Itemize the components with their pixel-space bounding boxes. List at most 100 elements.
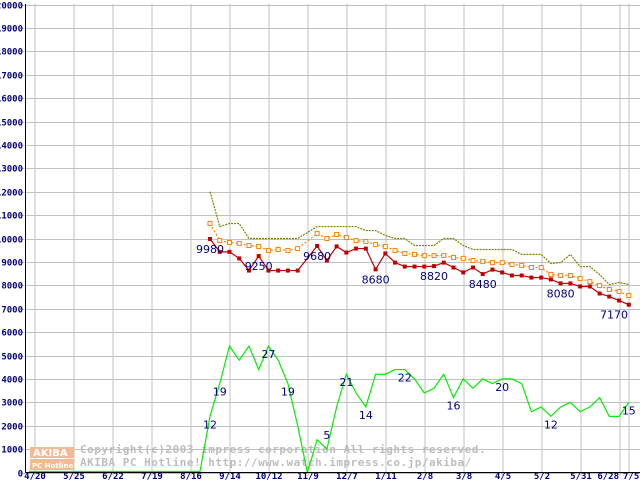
count-label: 27 bbox=[261, 348, 275, 361]
y-tick-label: 5000 bbox=[1, 353, 23, 363]
max-line bbox=[209, 191, 629, 286]
logo-top-text: AKIBA bbox=[33, 448, 68, 459]
min-marker bbox=[461, 270, 466, 275]
average-marker bbox=[470, 257, 476, 263]
min-marker bbox=[208, 236, 212, 241]
x-tick-label: 9/14 bbox=[219, 472, 241, 480]
min-marker bbox=[344, 250, 349, 255]
shop-count-line bbox=[209, 344, 630, 473]
average-marker bbox=[489, 260, 495, 266]
average-marker bbox=[499, 260, 505, 266]
y-tick-label: 1000 bbox=[1, 446, 23, 456]
price-label: 9680 bbox=[303, 250, 331, 263]
x-tick-label: 5/31 bbox=[570, 472, 592, 480]
average-marker bbox=[577, 276, 583, 282]
average-marker bbox=[226, 239, 232, 245]
count-label: 21 bbox=[339, 376, 353, 389]
min-marker bbox=[451, 265, 456, 270]
min-marker bbox=[373, 267, 378, 272]
x-tick-label: 6/22 bbox=[102, 472, 124, 480]
average-marker bbox=[402, 250, 408, 256]
x-tick-label: 1/11 bbox=[375, 472, 397, 480]
price-label: 8480 bbox=[469, 278, 497, 291]
y-tick-label: 17000 bbox=[0, 72, 23, 82]
min-marker bbox=[227, 249, 232, 254]
average-marker bbox=[343, 235, 349, 241]
min-marker bbox=[607, 294, 612, 299]
average-marker bbox=[480, 258, 486, 264]
min-marker bbox=[217, 249, 222, 254]
min-marker bbox=[432, 264, 437, 269]
y-tick-label: 9000 bbox=[1, 259, 23, 269]
average-marker bbox=[285, 247, 291, 253]
y-tick-label: 6000 bbox=[1, 329, 23, 339]
average-marker bbox=[246, 243, 252, 249]
y-tick-label: 0 bbox=[18, 470, 23, 480]
min-marker bbox=[276, 268, 281, 273]
logo-bottom-text: PC Hotline! bbox=[32, 462, 76, 470]
min-marker bbox=[324, 258, 329, 263]
y-tick-label: 7000 bbox=[1, 306, 23, 316]
y-tick-label: 13000 bbox=[0, 165, 23, 175]
average-marker bbox=[441, 253, 447, 259]
y-tick-label: 3000 bbox=[1, 399, 23, 409]
min-marker bbox=[422, 264, 427, 269]
x-tick-label: 3/8 bbox=[456, 472, 472, 480]
min-marker bbox=[412, 264, 417, 269]
min-marker bbox=[539, 275, 544, 280]
min-marker bbox=[285, 268, 290, 273]
y-axis-ticks: 0 1000 2000 3000 4000 5000 6000 7000 8000 9000 100… bbox=[0, 2, 23, 480]
min-marker bbox=[500, 270, 505, 275]
x-tick-label: 12/7 bbox=[336, 472, 358, 480]
y-tick-label: 2000 bbox=[1, 423, 23, 433]
average-marker bbox=[460, 255, 466, 261]
min-marker bbox=[237, 256, 242, 261]
x-tick-label: 2/8 bbox=[417, 472, 433, 480]
data-labels: 9980 9250 9680 8680 8820 8480 8080 7170 12 19 27 19… bbox=[196, 243, 636, 442]
x-tick-label: 7/19 bbox=[141, 472, 163, 480]
shop-count-segment bbox=[199, 416, 211, 472]
count-label: 12 bbox=[544, 418, 558, 431]
average-marker bbox=[275, 246, 281, 252]
count-label: 5 bbox=[323, 429, 330, 442]
logo-bottom-box bbox=[30, 459, 74, 470]
min-marker bbox=[354, 246, 359, 251]
average-marker bbox=[256, 243, 262, 249]
y-tick-label: 19000 bbox=[0, 25, 23, 35]
y-tick-label: 15000 bbox=[0, 119, 23, 129]
average-marker bbox=[558, 272, 564, 278]
average-marker bbox=[548, 272, 554, 278]
logo-top-box bbox=[30, 447, 74, 458]
average-marker bbox=[567, 272, 573, 278]
y-tick-label: 16000 bbox=[0, 95, 23, 105]
average-marker bbox=[382, 243, 388, 249]
min-marker bbox=[587, 284, 592, 289]
count-label: 14 bbox=[359, 409, 373, 422]
average-marker bbox=[324, 236, 330, 241]
min-marker bbox=[617, 298, 622, 303]
average-marker bbox=[217, 238, 223, 244]
average-marker bbox=[451, 254, 456, 260]
count-label: 20 bbox=[495, 381, 509, 394]
watermark: AKIBA PC Hotline! Copyright(c)2003 impre… bbox=[30, 443, 486, 470]
y-tick-label: 4000 bbox=[1, 376, 23, 386]
average-marker bbox=[392, 247, 398, 253]
count-label: 22 bbox=[398, 372, 412, 385]
min-marker bbox=[578, 284, 583, 289]
min-marker bbox=[568, 281, 573, 286]
min-marker bbox=[266, 268, 271, 273]
min-marker bbox=[519, 273, 524, 278]
count-label: 19 bbox=[281, 386, 295, 399]
y-tick-label: 8000 bbox=[1, 282, 23, 292]
min-marker bbox=[363, 246, 368, 251]
average-marker bbox=[509, 261, 515, 267]
average-marker bbox=[207, 221, 213, 227]
average-marker bbox=[587, 279, 593, 285]
average-marker bbox=[314, 231, 320, 237]
price-label: 8080 bbox=[547, 287, 575, 300]
x-tick-label: 8/16 bbox=[180, 472, 202, 480]
min-marker bbox=[558, 281, 563, 286]
average-marker bbox=[538, 265, 544, 271]
x-tick-label: 6/28 bbox=[597, 472, 619, 480]
